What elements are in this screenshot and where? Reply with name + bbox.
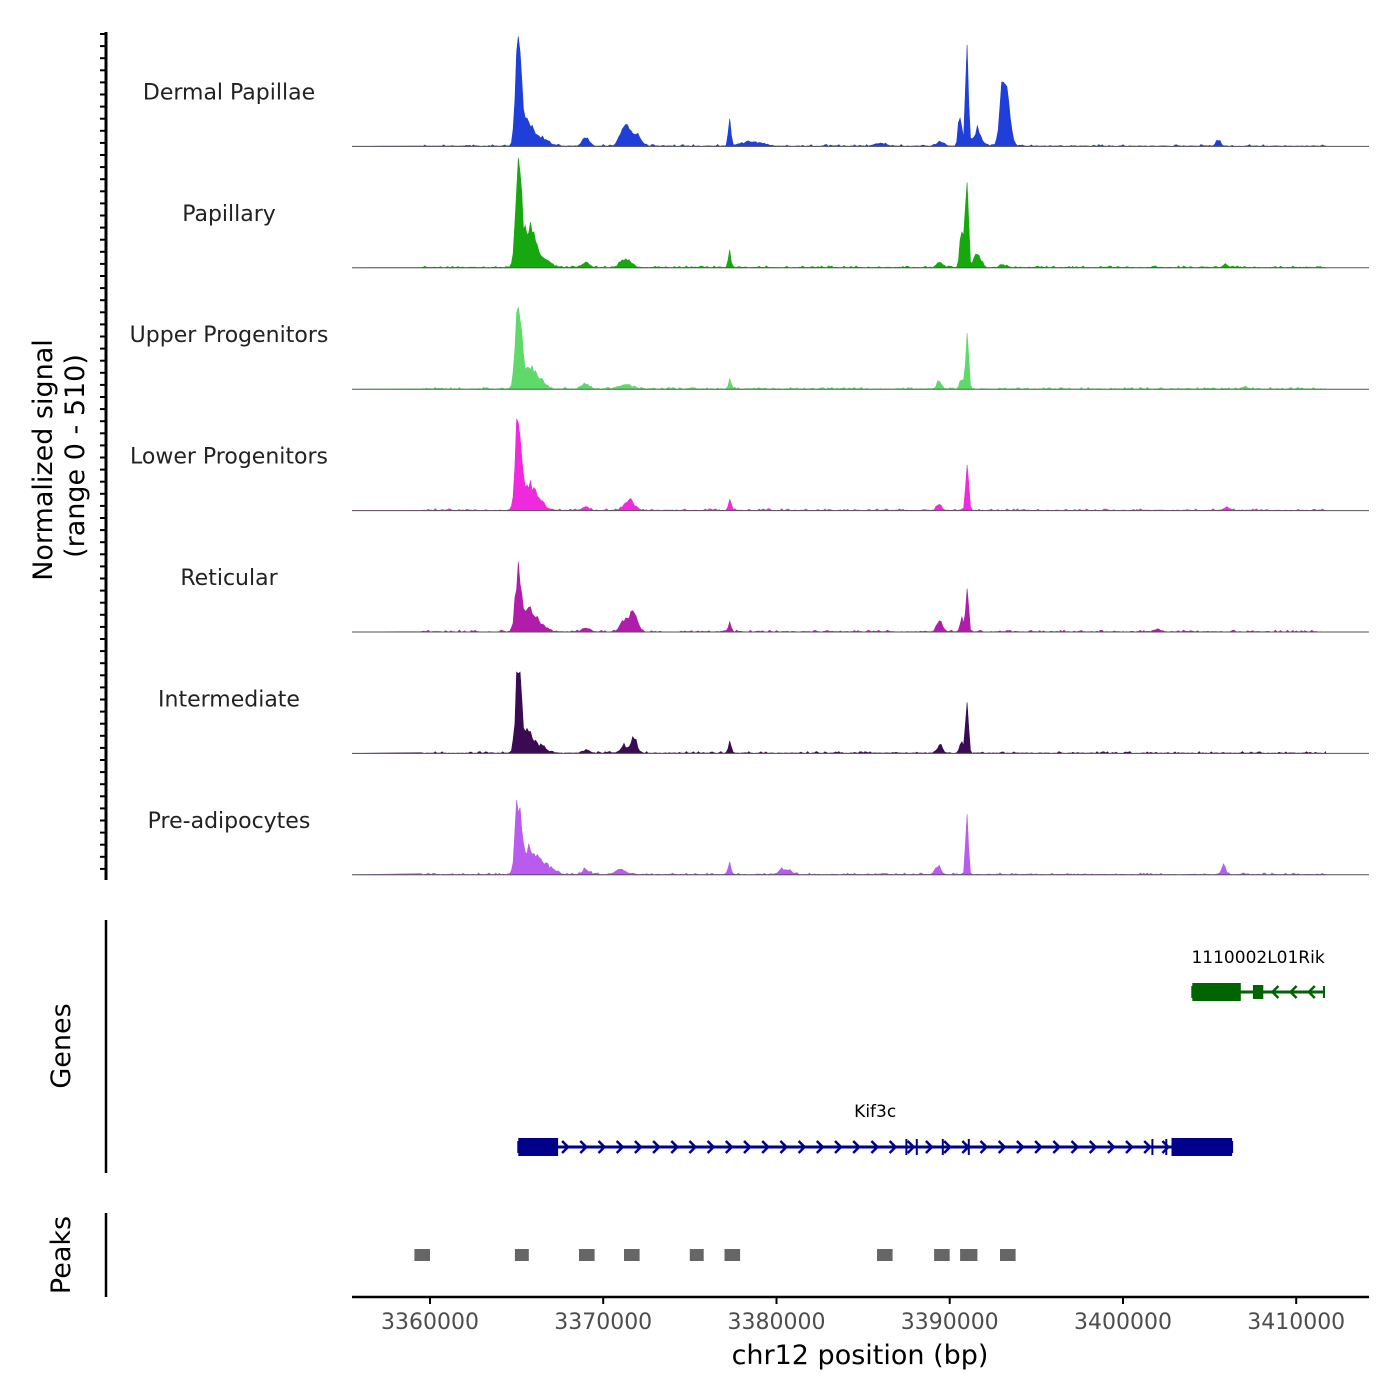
genes-panel: Genes 1110002L01Rik Kif3c xyxy=(46,920,1325,1173)
strand-chevron xyxy=(815,1140,825,1154)
track-label: Lower Progenitors xyxy=(130,445,328,470)
strand-chevron xyxy=(925,1140,934,1154)
strand-chevron xyxy=(1107,1140,1116,1154)
strand-chevron xyxy=(797,1140,807,1154)
strand-chevron xyxy=(1125,1140,1134,1154)
peaks-ylabel: Peaks xyxy=(46,1216,77,1294)
strand-chevron xyxy=(906,1140,916,1154)
x-axis-label: chr12 position (bp) xyxy=(732,1340,989,1371)
x-tick-label: 3410000 xyxy=(1247,1310,1345,1335)
strand-chevron xyxy=(779,1140,789,1154)
x-axis: 3360000 3370000 3380000 3390000 3400000 34100… xyxy=(352,1295,1369,1371)
coverage-y-ticks xyxy=(100,33,106,870)
coverage-track: Upper Progenitors xyxy=(130,306,1369,390)
strand-chevron xyxy=(1307,985,1316,999)
coverage-tracks: Dermal Papillae Papillary Upper Progenitor… xyxy=(130,36,1369,876)
coverage-signal xyxy=(351,800,1326,876)
track-label: Pre-adipocytes xyxy=(148,809,311,834)
strand-chevron xyxy=(670,1140,680,1154)
strand-chevron xyxy=(1034,1140,1043,1154)
x-tick-label: 3360000 xyxy=(381,1310,479,1335)
x-tick-label: 3390000 xyxy=(901,1310,999,1335)
track-label: Papillary xyxy=(182,202,276,227)
strand-chevron xyxy=(870,1140,880,1154)
strand-chevron xyxy=(706,1140,716,1154)
coverage-signal xyxy=(351,671,1326,754)
track-label: Upper Progenitors xyxy=(130,323,329,348)
track-label: Dermal Papillae xyxy=(143,80,315,105)
strand-chevron xyxy=(1143,1140,1152,1154)
strand-chevron xyxy=(979,1140,989,1154)
peak-regions xyxy=(414,1249,1016,1261)
strand-chevron xyxy=(1070,1140,1080,1154)
gene-label: Kif3c xyxy=(854,1102,896,1122)
peak-region xyxy=(414,1249,430,1261)
strand-chevron xyxy=(997,1140,1007,1154)
strand-chevron xyxy=(724,1140,734,1154)
strand-chevron xyxy=(1016,1140,1025,1154)
peaks-panel: Peaks xyxy=(46,1213,1016,1297)
strand-chevron xyxy=(615,1140,625,1154)
coverage-signal xyxy=(351,157,1326,269)
peak-region xyxy=(960,1249,978,1261)
strand-chevron xyxy=(888,1140,898,1154)
gene-label: 1110002L01Rik xyxy=(1191,948,1324,968)
gene-exon xyxy=(518,1138,559,1156)
coverage-track: Dermal Papillae xyxy=(143,36,1369,147)
x-tick-label: 3380000 xyxy=(728,1310,826,1335)
gene-models: 1110002L01Rik Kif3c xyxy=(517,948,1325,1156)
coverage-track: Lower Progenitors xyxy=(130,418,1369,512)
coverage-ylabel-range: (range 0 - 510) xyxy=(60,354,91,558)
strand-chevron xyxy=(1288,985,1298,999)
strand-chevron xyxy=(1161,1140,1171,1154)
coverage-ylabel: Normalized signal xyxy=(28,339,59,581)
peak-region xyxy=(724,1249,741,1261)
strand-chevron xyxy=(597,1140,607,1154)
coverage-track: Reticular xyxy=(180,561,1369,633)
peak-region xyxy=(877,1249,893,1261)
peak-region xyxy=(579,1249,595,1261)
coverage-track: Intermediate xyxy=(158,671,1369,754)
strand-chevron xyxy=(834,1140,843,1154)
strand-chevron xyxy=(579,1140,589,1154)
genes-ylabel: Genes xyxy=(46,1003,77,1088)
coverage-signal xyxy=(351,36,1326,147)
strand-chevron xyxy=(1270,985,1280,999)
strand-chevron xyxy=(561,1140,570,1154)
gene-model: Kif3c xyxy=(517,1102,1234,1156)
strand-chevron xyxy=(634,1140,643,1154)
x-tick-label: 3400000 xyxy=(1074,1310,1172,1335)
strand-chevron xyxy=(743,1140,752,1154)
coverage-signal xyxy=(351,306,1326,390)
strand-chevron xyxy=(688,1140,698,1154)
peak-region xyxy=(514,1249,529,1261)
x-tick-label: 3370000 xyxy=(554,1310,652,1335)
coverage-signal xyxy=(351,418,1326,511)
strand-chevron xyxy=(852,1140,861,1154)
gene-model: 1110002L01Rik xyxy=(1191,948,1325,1001)
track-label: Reticular xyxy=(180,566,278,591)
coverage-panel: Normalized signal (range 0 - 510) Dermal… xyxy=(28,32,1369,880)
peak-region xyxy=(624,1249,640,1261)
coverage-track: Pre-adipocytes xyxy=(148,800,1369,876)
gene-exon xyxy=(1252,985,1264,999)
peak-region xyxy=(689,1249,704,1261)
peak-region xyxy=(1000,1249,1016,1261)
strand-chevron xyxy=(943,1140,952,1154)
strand-chevron xyxy=(1052,1140,1062,1154)
peak-region xyxy=(934,1249,950,1261)
strand-chevron xyxy=(761,1140,770,1154)
coverage-track: Papillary xyxy=(182,157,1369,269)
x-ticks: 3360000 3370000 3380000 3390000 3400000 34100… xyxy=(381,1297,1345,1335)
gene-exon xyxy=(1192,983,1241,1001)
track-label: Intermediate xyxy=(158,687,300,712)
coverage-signal xyxy=(351,561,1326,633)
strand-chevron xyxy=(1088,1140,1098,1154)
gene-exon xyxy=(1171,1138,1233,1156)
strand-chevron xyxy=(652,1140,661,1154)
